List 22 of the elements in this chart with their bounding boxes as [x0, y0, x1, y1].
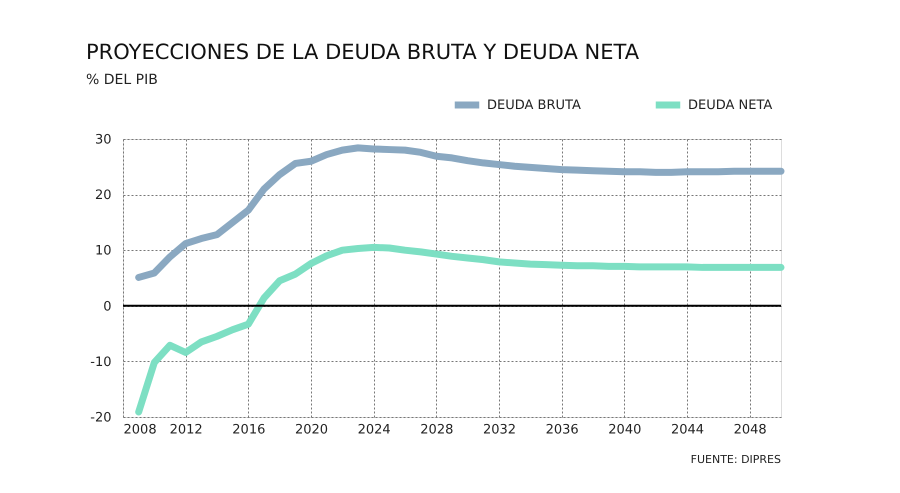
- x-tick-label: 2044: [670, 422, 704, 438]
- x-tick-label: 2024: [358, 422, 391, 438]
- y-tick-label: -10: [90, 354, 112, 370]
- legend-label: DEUDA BRUTA: [487, 98, 581, 113]
- x-tick-label: 2020: [294, 422, 328, 438]
- x-tick-label: 2048: [734, 422, 767, 438]
- x-tick-label: 2012: [170, 422, 203, 438]
- y-tick-label: 0: [103, 299, 112, 314]
- x-tick-label: 2008: [124, 422, 157, 438]
- y-tick-label: 10: [94, 244, 112, 259]
- chart-title: PROYECCIONES DE LA DEUDA BRUTA Y DEUDA NETA: [86, 40, 640, 64]
- x-tick-label: 2016: [232, 422, 266, 438]
- x-tick-label: 2036: [546, 422, 579, 438]
- source-note: FUENTE: DIPRES: [690, 453, 782, 466]
- x-tick-label: 2040: [608, 422, 642, 438]
- x-tick-label: 2032: [482, 422, 516, 438]
- y-tick-label: 30: [94, 132, 112, 148]
- x-tick-label: 2028: [420, 422, 454, 438]
- y-tick-label: -20: [90, 410, 112, 426]
- legend-label: DEUDA NETA: [688, 98, 772, 113]
- chart-subtitle: % DEL PIB: [86, 72, 158, 88]
- y-tick-label: 20: [94, 188, 112, 204]
